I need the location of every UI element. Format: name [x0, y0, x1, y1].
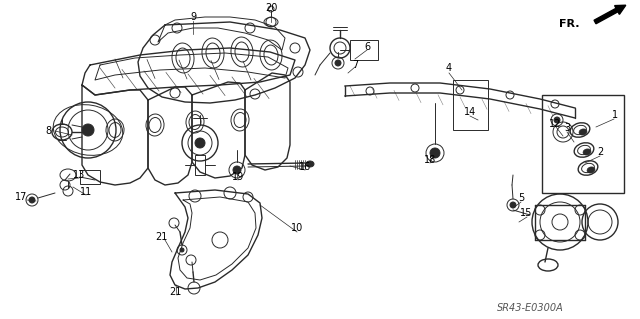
Text: 8: 8 — [45, 126, 51, 136]
Text: 14: 14 — [464, 107, 476, 117]
Circle shape — [335, 60, 341, 66]
Text: 10: 10 — [291, 223, 303, 233]
Circle shape — [430, 148, 440, 158]
Circle shape — [510, 202, 516, 208]
Text: 13: 13 — [73, 170, 85, 180]
Text: 12: 12 — [549, 119, 561, 129]
Text: 21: 21 — [155, 232, 167, 242]
Bar — [80, 170, 100, 184]
Text: 21: 21 — [169, 287, 181, 297]
Circle shape — [82, 124, 94, 136]
Text: 15: 15 — [520, 208, 532, 218]
Circle shape — [180, 248, 184, 252]
Circle shape — [233, 166, 241, 174]
Text: 3: 3 — [564, 123, 570, 133]
Text: 16: 16 — [299, 162, 311, 172]
Bar — [195, 155, 205, 175]
Text: FR.: FR. — [559, 19, 580, 29]
Ellipse shape — [579, 129, 587, 135]
Ellipse shape — [306, 161, 314, 167]
Circle shape — [195, 138, 205, 148]
Text: 4: 4 — [446, 63, 452, 73]
Text: 19: 19 — [232, 172, 244, 182]
Ellipse shape — [583, 149, 591, 155]
Bar — [542, 95, 624, 193]
Text: 18: 18 — [424, 155, 436, 165]
Text: 17: 17 — [15, 192, 27, 202]
Text: 20: 20 — [265, 3, 277, 13]
Text: 9: 9 — [190, 12, 196, 22]
Text: 11: 11 — [80, 187, 92, 197]
Text: 5: 5 — [518, 193, 524, 203]
Text: 6: 6 — [364, 42, 370, 52]
Ellipse shape — [587, 167, 595, 173]
FancyArrow shape — [594, 5, 626, 24]
Text: 1: 1 — [612, 110, 618, 120]
Bar — [350, 40, 378, 60]
Text: 2: 2 — [597, 147, 603, 157]
Text: SR43-E0300A: SR43-E0300A — [497, 303, 563, 313]
Circle shape — [29, 197, 35, 203]
Bar — [453, 80, 488, 130]
Circle shape — [554, 117, 560, 123]
Text: 7: 7 — [352, 60, 358, 70]
